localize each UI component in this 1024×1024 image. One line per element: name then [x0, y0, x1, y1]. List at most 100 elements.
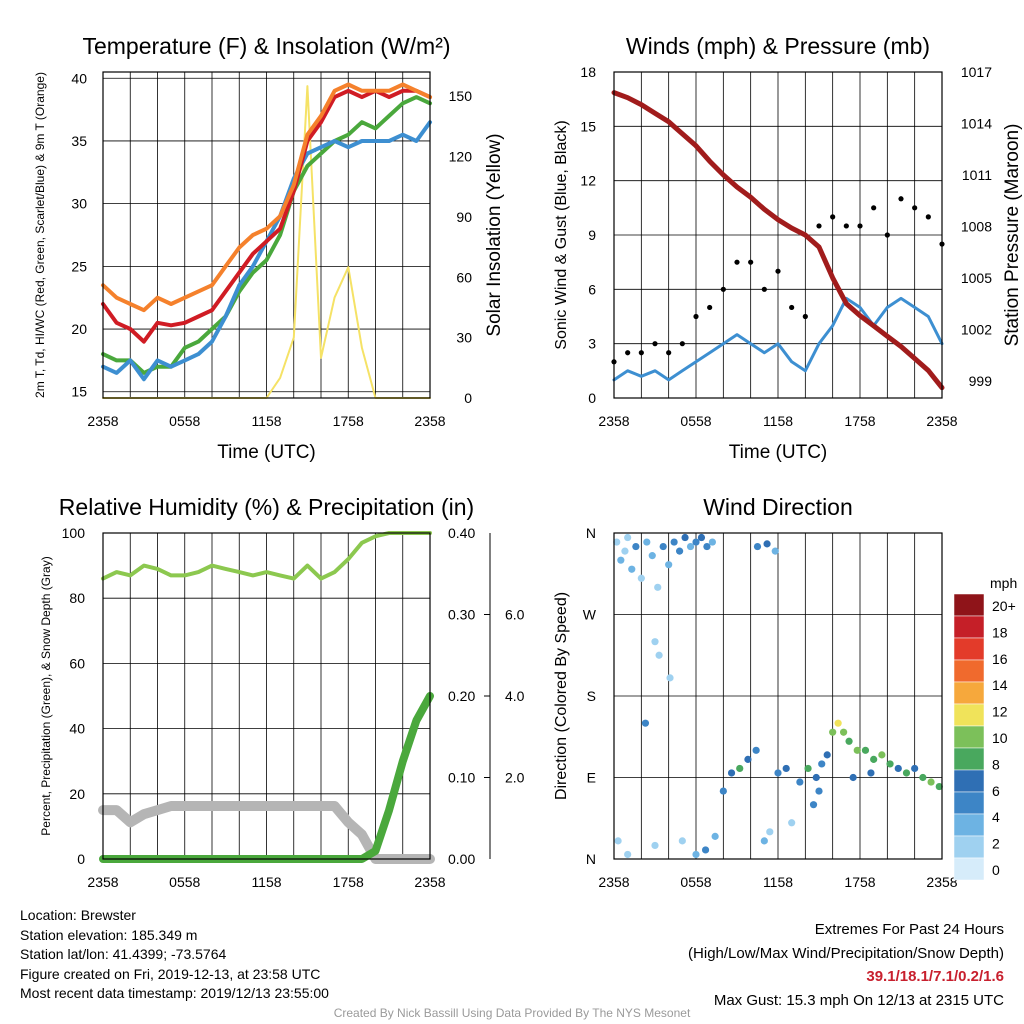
- extremes-subheading: (High/Low/Max Wind/Precipitation/Snow De…: [688, 944, 1004, 962]
- y-tick-label-wind: 9: [588, 227, 596, 243]
- direction-point: [613, 538, 621, 546]
- direction-point: [643, 538, 651, 546]
- direction-point: [823, 751, 831, 759]
- direction-point: [670, 538, 678, 546]
- direction-point: [697, 533, 706, 542]
- x-tick-label-temp: 2358: [414, 413, 445, 429]
- y-tick-label-rh: 80: [69, 590, 85, 606]
- direction-point: [666, 674, 674, 682]
- legend-label: 20+: [992, 598, 1016, 614]
- y2-tick-label-wind: 1005: [961, 270, 992, 286]
- direction-point: [655, 651, 663, 659]
- x-tick-label-dir: 0558: [680, 874, 711, 890]
- y2-tick-label-wind: 1002: [961, 321, 992, 337]
- y2-tick-label-temp: 30: [456, 330, 472, 346]
- y2-tick-label-rh: 0.40: [448, 525, 475, 541]
- gust-point: [666, 350, 672, 356]
- y-tick-label-rh: 40: [69, 721, 85, 737]
- station-elevation: Station elevation: 185.349 m: [20, 926, 198, 943]
- gust-point: [693, 313, 699, 320]
- station-location: Location: Brewster: [20, 907, 136, 923]
- direction-point: [845, 737, 853, 745]
- gust-point: [679, 341, 685, 347]
- y-tick-label-wind: 18: [580, 64, 596, 80]
- direction-point: [902, 769, 911, 777]
- direction-point: [796, 778, 804, 786]
- direction-point: [617, 556, 625, 564]
- direction-point: [692, 538, 700, 546]
- x-tick-label-rh: 1158: [251, 874, 281, 890]
- x-tick-label-rh: 2358: [87, 874, 118, 890]
- legend-label: 16: [992, 651, 1008, 667]
- y-tick-label-dir: E: [587, 770, 596, 786]
- series-line-rh: [101, 531, 432, 581]
- legend-swatch: [953, 615, 985, 639]
- gust-point: [884, 232, 890, 238]
- y2-axis-label-wind: Station Pressure (Maroon): [1002, 124, 1023, 347]
- legend-swatch: [953, 813, 985, 837]
- direction-point: [878, 751, 886, 759]
- gust-point: [707, 304, 713, 311]
- y-tick-label-wind: 3: [588, 336, 596, 352]
- direction-point: [701, 846, 710, 854]
- direction-point: [628, 565, 636, 573]
- legend-label: 14: [992, 677, 1008, 693]
- legend-label: 8: [992, 756, 1000, 772]
- y-tick-label-dir: N: [586, 851, 596, 867]
- direction-point: [648, 552, 656, 560]
- y-tick-label-temp: 25: [71, 258, 87, 274]
- direction-point: [766, 828, 774, 836]
- direction-point: [861, 746, 870, 754]
- snow-tick-label: 4.0: [505, 688, 525, 704]
- y2-axis-label-temp: Solar Insolation (Yellow): [484, 133, 505, 336]
- y2-tick-label-wind: 1017: [961, 64, 992, 80]
- y2-tick-label-rh: 0.20: [448, 688, 475, 704]
- plot-frame-dir: [613, 532, 943, 860]
- legend-swatch: [953, 637, 985, 661]
- direction-point: [641, 719, 650, 727]
- direction-point: [708, 538, 717, 546]
- x-tick-label-rh: 2358: [414, 874, 445, 890]
- x-tick-label-temp: 2358: [87, 413, 118, 429]
- gust-point: [734, 259, 740, 265]
- y-tick-label-wind: 12: [580, 173, 596, 189]
- x-tick-label-dir: 2358: [926, 874, 957, 890]
- plot-frame-rh: [102, 532, 431, 860]
- gust-point: [871, 205, 877, 211]
- direction-point: [678, 837, 686, 845]
- direction-point: [834, 719, 842, 727]
- credit-line: Created By Nick Bassill Using Data Provi…: [333, 1006, 691, 1020]
- y2-tick-label-temp: 90: [456, 209, 472, 225]
- y-axis-label-rh: Percent, Precipitation (Green), & Snow D…: [39, 556, 53, 835]
- snow-tick-label: 2.0: [505, 770, 525, 786]
- x-tick-label-wind: 1158: [763, 413, 793, 429]
- chart-title-rh: Relative Humidity (%) & Precipitation (i…: [59, 494, 474, 520]
- legend-label: 18: [992, 624, 1008, 640]
- direction-point: [809, 801, 818, 809]
- direction-point: [849, 773, 857, 782]
- y-tick-label-rh: 20: [69, 786, 85, 802]
- direction-point: [752, 746, 760, 754]
- y2-tick-label-temp: 120: [449, 149, 473, 165]
- x-tick-label-temp: 0558: [169, 413, 200, 429]
- y-tick-label-rh: 60: [69, 655, 85, 671]
- direction-point: [815, 787, 823, 795]
- direction-point: [727, 769, 736, 777]
- y-tick-label-temp: 30: [71, 196, 87, 212]
- legend-label: 10: [992, 730, 1008, 746]
- x-tick-label-temp: 1158: [251, 413, 281, 429]
- chart-title-temp: Temperature (F) & Insolation (W/m²): [82, 33, 450, 59]
- direction-point: [621, 547, 629, 555]
- x-tick-label-dir: 1158: [763, 874, 793, 890]
- y-tick-label-dir: N: [586, 525, 596, 541]
- series-line-pressure: [611, 90, 945, 391]
- y-tick-label-temp: 35: [71, 133, 87, 149]
- direction-point: [774, 769, 782, 777]
- y2-tick-label-rh: 0.10: [448, 770, 475, 786]
- direction-point: [818, 760, 826, 768]
- legend-swatch: [953, 769, 985, 793]
- figure-created: Figure created on Fri, 2019-12-13, at 23…: [20, 965, 321, 982]
- gust-point: [748, 259, 754, 265]
- x-tick-label-wind: 0558: [680, 413, 711, 429]
- direction-point: [632, 542, 640, 551]
